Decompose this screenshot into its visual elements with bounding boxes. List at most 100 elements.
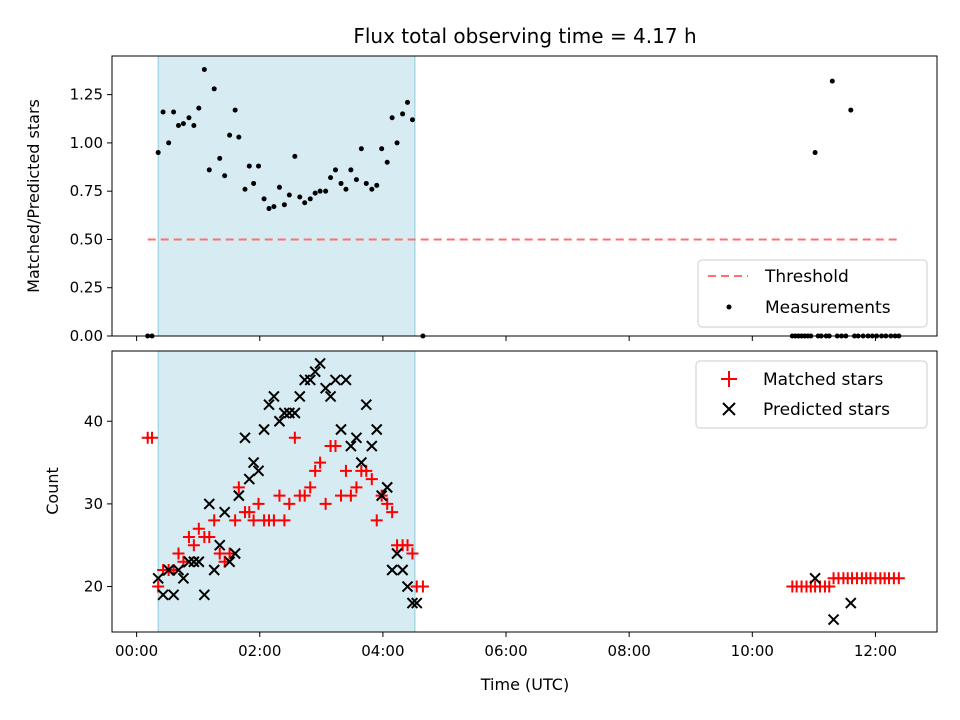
predicted-point	[183, 556, 195, 568]
predicted-point	[319, 382, 332, 394]
matched-point	[365, 473, 378, 486]
matched-point	[232, 481, 245, 494]
measurement-point	[232, 107, 238, 113]
matched-point	[252, 497, 265, 510]
predicted-point	[289, 407, 301, 419]
measurement-point	[196, 105, 202, 111]
panel-ratio-ylabel: Matched/Predicted stars	[24, 99, 43, 293]
predicted-point	[223, 556, 236, 568]
matched-point	[350, 481, 363, 494]
measurement-point	[348, 167, 354, 173]
predicted-point	[157, 589, 169, 601]
matched-point	[386, 506, 399, 519]
matched-point	[208, 514, 221, 527]
measurement-point	[180, 121, 186, 127]
predicted-point	[309, 365, 321, 378]
measurement-point	[409, 117, 415, 123]
predicted-point	[809, 572, 821, 584]
legend-measurements-label: Measurements	[765, 298, 891, 318]
measurement-point	[186, 115, 192, 121]
panel-counts: 00:00 02:00 04:00 06:00 08:00 10:00 12:00 20 30 4…	[43, 350, 938, 694]
measurement-point	[353, 177, 359, 183]
measurement-point	[211, 86, 217, 92]
matched-point	[344, 489, 357, 502]
legend-counts-box	[695, 360, 928, 429]
predicted-point	[167, 589, 180, 601]
y-tick-label-ratio: 1.00	[70, 134, 103, 152]
predicted-point	[243, 473, 256, 485]
predicted-point	[233, 489, 245, 502]
measurement-point	[379, 146, 385, 152]
measurement-point	[227, 132, 233, 138]
predicted-point	[252, 465, 265, 477]
measurement-point	[166, 140, 172, 146]
measurement-point	[251, 180, 257, 186]
predicted-point	[229, 547, 241, 560]
matched-point	[823, 580, 836, 593]
measurement-point	[323, 188, 329, 194]
y-tick-label-ratio: 1.25	[70, 86, 103, 104]
measurement-point	[307, 196, 313, 202]
predicted-point	[208, 564, 220, 576]
panel-ratio-frame	[111, 55, 938, 337]
legend-counts: Matched stars Predicted stars	[695, 360, 928, 429]
predicted-point	[375, 489, 388, 502]
predicted-point	[239, 432, 251, 444]
predicted-point	[314, 357, 326, 370]
matched-point	[146, 431, 159, 444]
matched-point	[288, 431, 301, 444]
matched-point	[182, 530, 195, 543]
legend-predicted-label: Predicted stars	[763, 400, 890, 420]
measurement-point	[384, 159, 390, 165]
matched-point	[273, 489, 286, 502]
predicted-point	[360, 399, 372, 411]
y-tick-label-counts: 40	[84, 412, 103, 430]
measurement-point	[338, 180, 344, 186]
measurement-point	[829, 78, 835, 84]
predicted-point	[247, 456, 260, 469]
measurement-point	[271, 204, 277, 210]
predicted-point	[411, 597, 423, 609]
predicted-point	[268, 390, 280, 403]
measurement-point	[358, 146, 364, 152]
predicted-point	[845, 597, 857, 609]
predicted-point	[350, 432, 363, 444]
matched-point	[401, 539, 414, 552]
measurement-point	[317, 188, 323, 194]
panel-counts-frame	[111, 350, 938, 633]
y-tick-label-ratio: 0.75	[70, 182, 103, 200]
x-axis-label: Time (UTC)	[480, 675, 569, 694]
predicted-point	[381, 481, 393, 494]
measurement-point	[246, 163, 252, 169]
x-tick-label: 08:00	[608, 642, 651, 660]
measurement-point	[332, 167, 338, 173]
predicted-point	[214, 539, 226, 551]
legend-ratio: Threshold Measurements	[697, 259, 928, 328]
legend-measurements-swatch	[726, 304, 732, 310]
matched-point	[192, 522, 205, 535]
measurement-point	[266, 206, 272, 212]
predicted-point	[263, 399, 275, 411]
measurement-point	[286, 192, 292, 198]
predicted-point	[345, 440, 357, 452]
matched-point	[319, 497, 332, 510]
measurement-point	[242, 186, 248, 192]
measurement-point	[281, 202, 287, 208]
panel-counts-ylabel: Count	[43, 467, 62, 515]
matched-point	[314, 456, 327, 469]
matched-point	[223, 547, 236, 560]
matched-point	[267, 514, 280, 527]
measurement-point	[276, 184, 282, 190]
measurement-point	[236, 134, 242, 140]
measurement-point	[160, 109, 166, 115]
matched-point	[203, 530, 216, 543]
measurement-point	[191, 123, 197, 129]
legend-matched-swatch	[721, 371, 737, 387]
matched-point	[298, 489, 311, 502]
predicted-point	[198, 589, 211, 601]
measurement-point	[206, 167, 212, 173]
measurement-point	[312, 190, 318, 196]
predicted-point	[152, 572, 164, 584]
predicted-point	[355, 456, 368, 469]
